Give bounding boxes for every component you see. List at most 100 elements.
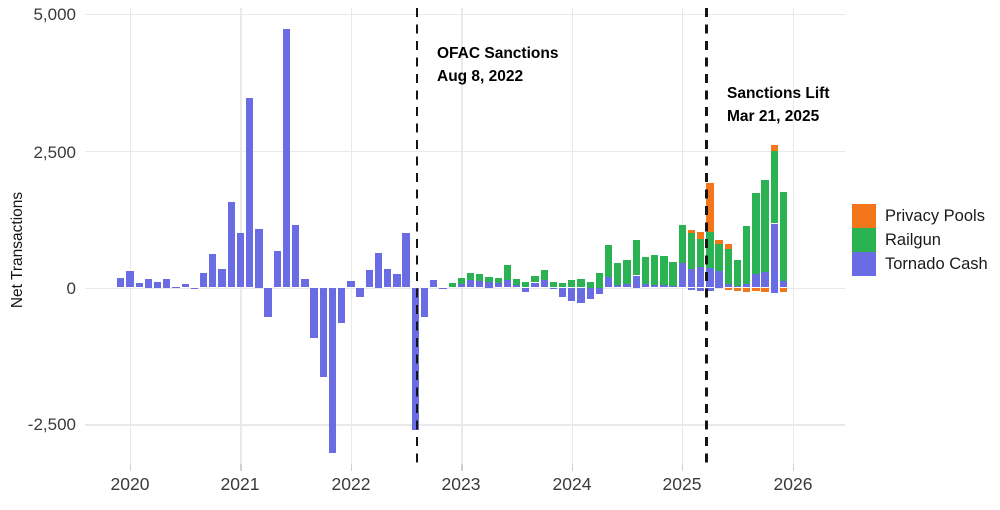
bar-segment-rg xyxy=(549,281,558,288)
x-axis-tick xyxy=(240,464,242,471)
legend: Privacy Pools Railgun Tornado Cash xyxy=(852,204,988,276)
bar-segment-rg xyxy=(779,191,788,282)
bar-segment-rg xyxy=(614,263,622,286)
bar-segment-rg xyxy=(448,282,456,288)
bar-segment-tc xyxy=(485,282,493,288)
y-tick-label-neg2500: -2,500 xyxy=(27,415,76,434)
bar-segment-rg xyxy=(687,232,696,269)
bar-segment-rg xyxy=(522,281,530,288)
x-tick-label-2025: 2025 xyxy=(662,474,702,494)
bar-segment-tc xyxy=(420,287,429,317)
bar-segment-rg xyxy=(485,276,493,283)
bar-segment-tc xyxy=(466,280,475,288)
bar-segment-pp xyxy=(687,229,696,233)
gridline-vertical xyxy=(792,8,794,465)
bar-segment-tc xyxy=(733,285,742,288)
bar-segment-tc xyxy=(494,282,502,288)
bar-segment-tc xyxy=(319,287,327,378)
bar-segment-tc xyxy=(540,279,548,288)
bar-segment-tc xyxy=(411,287,419,430)
legend-label: Railgun xyxy=(885,230,941,249)
annotation-line-1: Sanctions Lift xyxy=(727,85,830,102)
bar-segment-tc xyxy=(568,287,576,301)
privacy-pools-swatch xyxy=(852,204,876,228)
bar-segment-tc xyxy=(227,201,235,288)
bar-segment-rg xyxy=(678,225,686,264)
bar-segment-rg xyxy=(697,239,705,268)
bar-segment-tc xyxy=(457,284,466,288)
bar-segment-tc xyxy=(476,280,484,288)
bar-segment-tc xyxy=(660,284,668,288)
bar-segment-tc xyxy=(669,285,677,288)
bar-segment-rg xyxy=(476,274,484,281)
x-tick-label-2023: 2023 xyxy=(441,474,481,494)
bar-segment-tc xyxy=(743,284,751,288)
bar-segment-rg xyxy=(604,245,613,278)
bar-segment-tc xyxy=(770,223,778,288)
bar-segment-tc xyxy=(687,268,696,288)
bar-segment-rg xyxy=(558,283,567,288)
bar-segment-pp xyxy=(724,287,732,290)
bar-segment-rg xyxy=(466,272,475,281)
x-axis-tick xyxy=(571,464,573,471)
bar-segment-tc xyxy=(586,287,594,299)
bar-segment-tc xyxy=(135,283,143,288)
x-axis-tick xyxy=(350,464,353,471)
bar-segment-tc xyxy=(199,273,208,288)
bar-segment-rg xyxy=(651,255,659,285)
bar-segment-tc xyxy=(310,287,318,338)
bar-segment-rg xyxy=(733,259,742,286)
bar-segment-tc xyxy=(715,270,723,288)
bar-segment-tc xyxy=(126,271,134,288)
bar-segment-tc xyxy=(549,287,558,290)
bar-segment-tc xyxy=(117,278,125,288)
x-axis-tick xyxy=(129,464,132,471)
gridline-horizontal xyxy=(85,287,845,289)
bar-segment-tc xyxy=(752,274,760,288)
bar-segment-tc xyxy=(604,277,613,288)
bar-segment-tc xyxy=(218,269,226,288)
bar-segment-tc xyxy=(347,280,355,288)
bar-segment-pp xyxy=(733,287,742,291)
bar-segment-tc xyxy=(190,287,199,289)
gridline-vertical xyxy=(461,8,463,465)
bar-segment-pp xyxy=(743,287,751,293)
annotation-line-1: OFAC Sanctions xyxy=(437,45,559,62)
bar-segment-tc xyxy=(678,263,686,288)
bar-segment-tc xyxy=(522,287,530,292)
y-tick-label-2500: 2,500 xyxy=(33,143,76,162)
bar-segment-tc xyxy=(595,287,604,295)
bar-segment-tc xyxy=(255,229,263,288)
bar-segment-tc xyxy=(779,281,788,288)
bar-segment-rg xyxy=(743,226,751,285)
bar-segment-rg xyxy=(595,273,604,288)
bar-segment-pp xyxy=(770,145,778,152)
bar-segment-pp xyxy=(697,231,705,240)
bar-segment-tc xyxy=(384,268,392,288)
bar-segment-rg xyxy=(660,256,668,285)
bar-segment-pp xyxy=(761,287,769,293)
legend-item-privacy-pools: Privacy Pools xyxy=(852,204,988,228)
bar-segment-tc xyxy=(697,287,705,291)
bar-segment-tc xyxy=(402,232,410,288)
annotation-line-2: Mar 21, 2025 xyxy=(727,108,820,125)
bar-segment-rg xyxy=(706,232,714,268)
bar-segment-tc xyxy=(338,287,346,324)
bar-segment-rg xyxy=(623,260,631,284)
bar-segment-tc xyxy=(264,287,272,317)
bar-segment-rg xyxy=(512,279,521,285)
bar-segment-tc xyxy=(328,287,337,453)
tornado-cash-swatch xyxy=(852,252,876,276)
bar-segment-rg xyxy=(494,277,502,283)
bar-segment-tc xyxy=(706,287,714,291)
bar-segment-tc xyxy=(724,283,732,288)
bar-segment-tc xyxy=(181,284,189,288)
bar-segment-tc xyxy=(558,287,567,298)
bar-segment-tc xyxy=(282,29,291,288)
bar-segment-rg xyxy=(531,275,539,283)
x-tick-label-2024: 2024 xyxy=(552,474,592,494)
bar-segment-tc xyxy=(770,287,778,293)
bar-segment-tc xyxy=(292,224,300,288)
